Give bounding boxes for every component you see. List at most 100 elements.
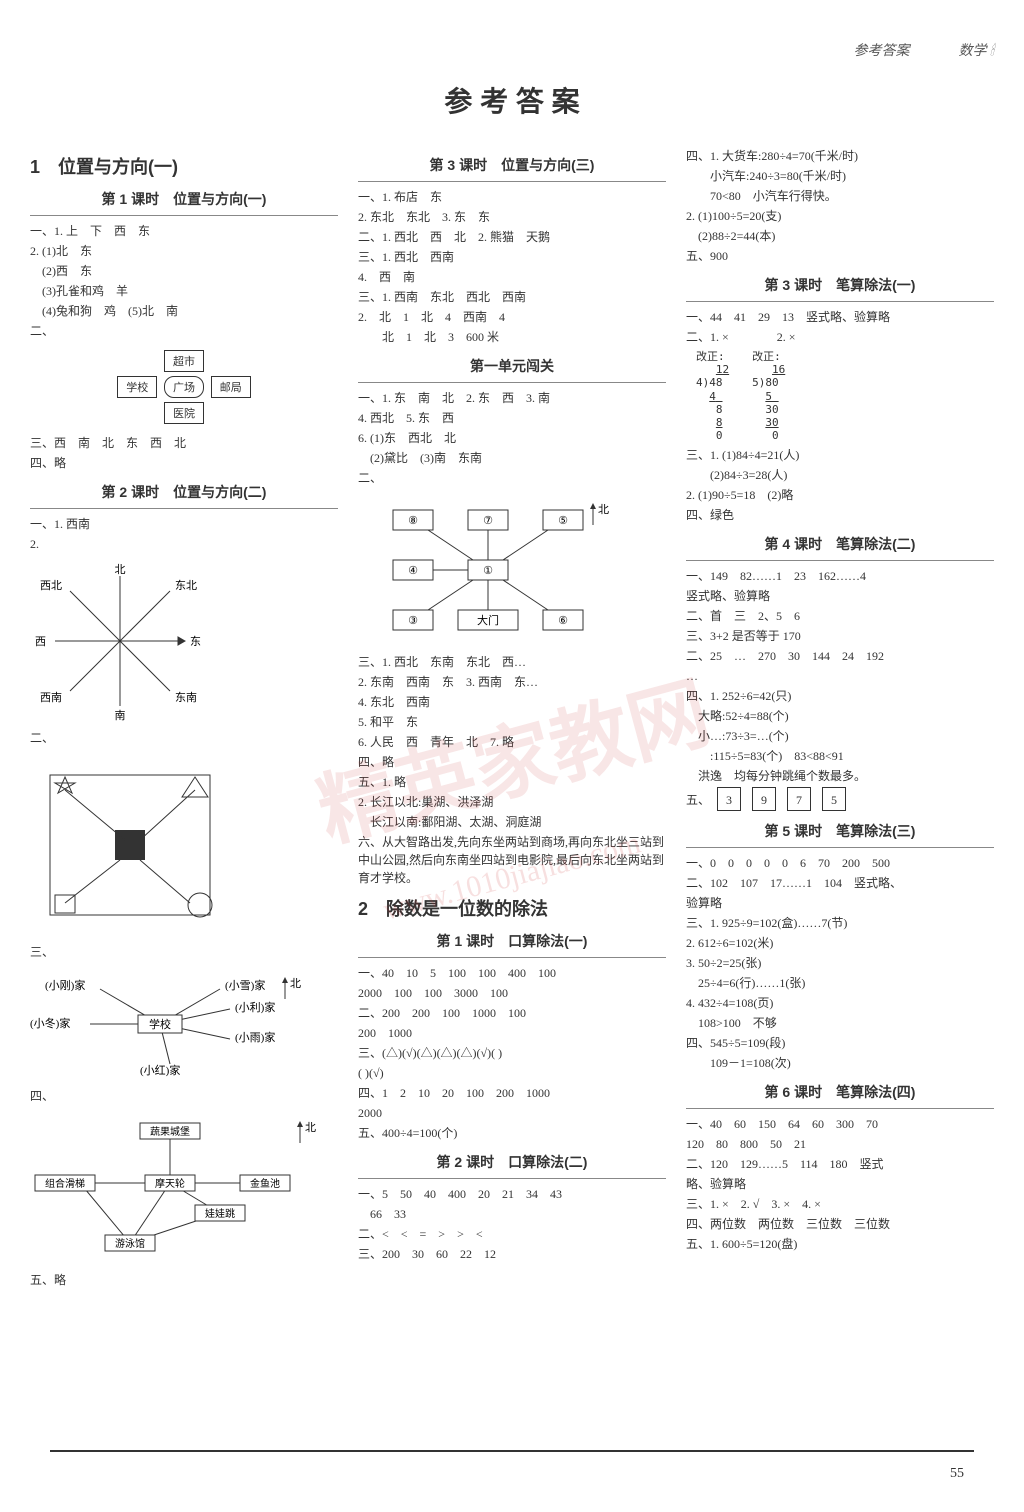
text: (4)兔和狗 鸡 (5)北 南: [30, 302, 338, 320]
svg-text:(小红)家: (小红)家: [140, 1063, 180, 1077]
text: 2. (1)100÷5=20(支): [686, 207, 994, 225]
text: …: [686, 667, 994, 685]
svg-text:西南: 西南: [40, 691, 62, 704]
text: 五、 3 9 7 5: [686, 787, 994, 811]
text: 70<80 小汽车行得快。: [686, 187, 994, 205]
text: 二、102 107 17……1 104 竖式略、: [686, 874, 994, 892]
text: 三、1. × 2. √ 3. × 4. ×: [686, 1195, 994, 1213]
text: 五、400÷4=100(个): [358, 1124, 666, 1142]
long-division: 改正: 12 4)48 4 8 8 0 改正: 16 5)80 5 30 30 …: [686, 350, 994, 442]
column-2: 第 3 课时 位置与方向(三) 一、1. 布店 东 2. 东北 东北 3. 东 …: [358, 145, 666, 1291]
header-left: 参考答案: [854, 44, 910, 59]
svg-text:大门: 大门: [477, 613, 499, 627]
text: 六、从大智路出发,先向东坐两站到商场,再向东北坐三站到中山公园,然后向东南坐四站…: [358, 833, 666, 887]
text: 三、3+2 是否等于 170: [686, 627, 994, 645]
text: ( )(√): [358, 1064, 666, 1082]
lesson3-title: 第 3 课时 位置与方向(三): [358, 155, 666, 175]
gate-title: 第一单元闯关: [358, 356, 666, 376]
text: 二、200 200 100 1000 100: [358, 1004, 666, 1022]
text: 大略:52÷4=88(个): [686, 707, 994, 725]
num-box: 3: [717, 787, 741, 811]
text: 109－1=108(次): [686, 1054, 994, 1072]
text: 一、44 41 29 13 竖式略、验算略: [686, 308, 994, 326]
lesson1-title: 第 1 课时 位置与方向(一): [30, 189, 338, 209]
text: 五、略: [30, 1271, 338, 1289]
shapes-diagram: [30, 755, 338, 935]
text: 2000: [358, 1104, 666, 1122]
text: 200 1000: [358, 1024, 666, 1042]
text: 5. 和平 东: [358, 713, 666, 731]
d5-title: 第 5 课时 笔算除法(三): [686, 821, 994, 841]
text: 四、略: [358, 753, 666, 771]
text: 五、1. 600÷5=120(盘): [686, 1235, 994, 1253]
svg-text:(小雪)家: (小雪)家: [225, 978, 265, 992]
text: 一、1. 上 下 西 东: [30, 222, 338, 240]
column-1: 1 位置与方向(一) 第 1 课时 位置与方向(一) 一、1. 上 下 西 东 …: [30, 145, 338, 1291]
text: 6. (1)东 西北 北: [358, 429, 666, 447]
text: 三、: [30, 943, 338, 961]
svg-text:⑧: ⑧: [408, 515, 418, 527]
bottom-rule: [50, 1450, 974, 1452]
text: 四、1. 大货车:280÷4=70(千米/时): [686, 147, 994, 165]
svg-text:⑤: ⑤: [558, 515, 568, 527]
text: 二、25 … 270 30 144 24 192: [686, 647, 994, 665]
d1-title: 第 1 课时 口算除法(一): [358, 931, 666, 951]
text: 2. 长江以北:巢湖、洪泽湖: [358, 793, 666, 811]
svg-text:蔬果城堡: 蔬果城堡: [150, 1125, 190, 1138]
svg-text:娃娃跳: 娃娃跳: [205, 1207, 235, 1220]
svg-text:东北: 东北: [175, 579, 197, 592]
map-box: 邮局: [211, 376, 251, 398]
text: 略、验算略: [686, 1175, 994, 1193]
svg-text:⑦: ⑦: [483, 515, 493, 527]
svg-text:(小雨)家: (小雨)家: [235, 1030, 275, 1044]
svg-text:北: 北: [115, 563, 126, 576]
svg-text:北: 北: [290, 977, 301, 990]
text: 三、1. 西南 东北 西北 西南: [358, 288, 666, 306]
text: 二、1. 西北 西 北 2. 熊猫 天鹅: [358, 228, 666, 246]
svg-text:东: 东: [190, 635, 201, 648]
svg-text:摩天轮: 摩天轮: [155, 1177, 185, 1190]
text: 2. (1)北 东: [30, 242, 338, 260]
d2-title: 第 2 课时 口算除法(二): [358, 1152, 666, 1172]
svg-text:组合滑梯: 组合滑梯: [45, 1177, 85, 1190]
text: 洪逸 均每分钟跳绳个数最多。: [686, 767, 994, 785]
main-title: 参 考 答 案: [30, 80, 994, 120]
content-columns: 1 位置与方向(一) 第 1 课时 位置与方向(一) 一、1. 上 下 西 东 …: [30, 145, 994, 1291]
text: (2)黛比 (3)南 东南: [358, 449, 666, 467]
d3-title: 第 3 课时 笔算除法(一): [686, 275, 994, 295]
text: 四、1 2 10 20 100 200 1000: [358, 1084, 666, 1102]
text: 二、< < = > > <: [358, 1225, 666, 1243]
text: :115÷5=83(个) 83<88<91: [686, 747, 994, 765]
svg-text:④: ④: [408, 565, 418, 577]
text: 2. (1)90÷5=18 (2)略: [686, 486, 994, 504]
text: 一、1. 东 南 北 2. 东 西 3. 南: [358, 389, 666, 407]
text: 一、0 0 0 0 0 6 70 200 500: [686, 854, 994, 872]
svg-text:(小冬)家: (小冬)家: [30, 1016, 70, 1030]
text: (2)84÷3=28(人): [686, 466, 994, 484]
d4-title: 第 4 课时 笔算除法(二): [686, 534, 994, 554]
text: 4. 西 南: [358, 268, 666, 286]
unit2-title: 2 除数是一位数的除法: [358, 895, 666, 921]
page-number: 55: [950, 1466, 964, 1482]
text: 三、200 30 60 22 12: [358, 1245, 666, 1263]
text: 长江以南:鄱阳湖、太湖、洞庭湖: [358, 813, 666, 831]
text: 2000 100 100 3000 100: [358, 984, 666, 1002]
text: 25÷4=6(行)……1(张): [686, 974, 994, 992]
park-diagram: 蔬果城堡 组合滑梯 摩天轮 金鱼池 娃娃跳 游泳馆 北: [30, 1113, 338, 1263]
text: 三、(△)(√)(△)(△)(△)(√)( ): [358, 1044, 666, 1062]
svg-text:⑥: ⑥: [558, 615, 568, 627]
d6-title: 第 6 课时 笔算除法(四): [686, 1082, 994, 1102]
text: 竖式略、验算略: [686, 587, 994, 605]
text: 小…:73÷3=…(个): [686, 727, 994, 745]
text: 120 80 800 50 21: [686, 1135, 994, 1153]
svg-text:东南: 东南: [175, 691, 197, 704]
text: 66 33: [358, 1205, 666, 1223]
svg-text:③: ③: [408, 615, 418, 627]
text: 四、绿色: [686, 506, 994, 524]
svg-text:南: 南: [115, 709, 126, 721]
text: 三、西 南 北 东 西 北: [30, 434, 338, 452]
text: 6. 人民 西 青年 北 7. 略: [358, 733, 666, 751]
text: 108>100 不够: [686, 1014, 994, 1032]
map-box: 医院: [164, 402, 204, 424]
svg-text:北: 北: [598, 503, 609, 516]
